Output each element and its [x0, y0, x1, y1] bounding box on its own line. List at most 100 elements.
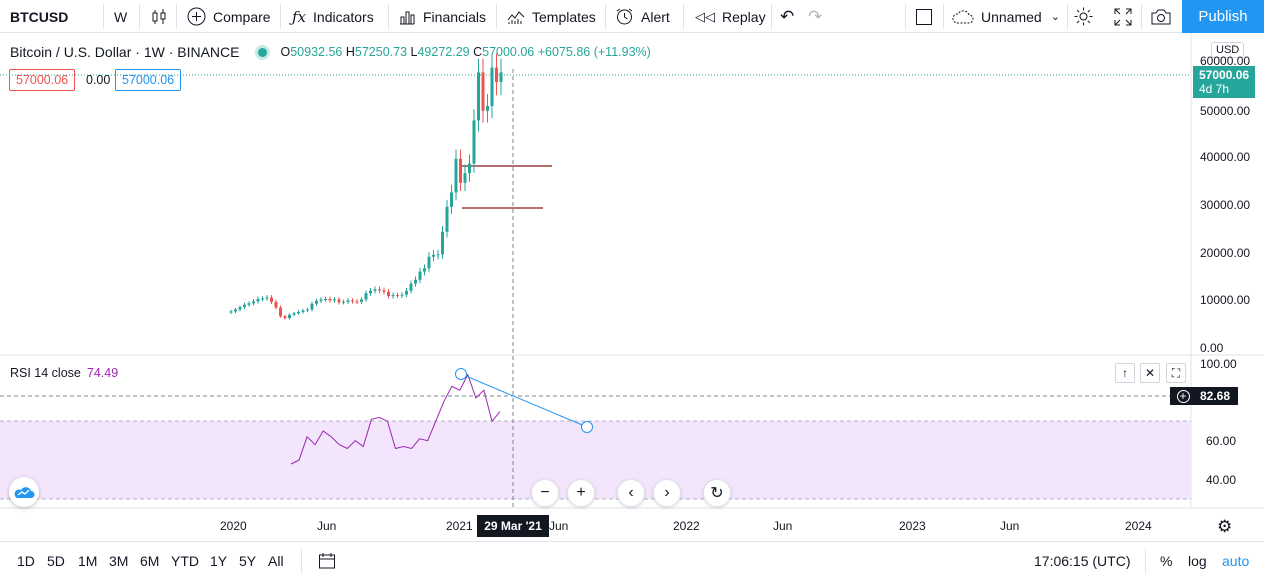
series-title[interactable]: Bitcoin / U.S. Dollar · 1W · BINANCE	[10, 44, 240, 60]
toolbar-divider	[943, 4, 944, 29]
toolbar-divider	[605, 4, 606, 29]
time-tick: 2021	[446, 519, 473, 533]
candle-body	[292, 313, 296, 315]
range-1y[interactable]: 1Y	[210, 553, 228, 569]
log-toggle[interactable]: log	[1188, 553, 1207, 569]
tradingview-logo[interactable]	[9, 477, 39, 507]
scroll-right-button[interactable]: ›	[653, 479, 681, 507]
rsi-legend[interactable]: RSI 14 close 74.49	[10, 366, 118, 380]
chevron-right-icon: ›	[664, 484, 670, 501]
alert-label: Alert	[641, 8, 670, 25]
templates-icon	[507, 10, 525, 24]
rsi-trendline[interactable]	[460, 373, 588, 428]
compare-button[interactable]: Compare	[187, 0, 271, 33]
fullscreen-layout-button[interactable]	[915, 0, 933, 33]
scroll-left-button[interactable]: ‹	[617, 479, 645, 507]
trendline-handle[interactable]	[455, 368, 467, 380]
currency-label[interactable]: USD	[1211, 42, 1245, 58]
range-ytd[interactable]: YTD	[171, 553, 199, 569]
candle-body	[477, 72, 480, 121]
templates-button[interactable]: Templates	[507, 0, 596, 33]
interval-button[interactable]: W	[114, 8, 128, 25]
toolbar-divider	[771, 4, 772, 29]
range-5y[interactable]: 5Y	[239, 553, 257, 569]
publish-button[interactable]: Publish	[1182, 0, 1264, 33]
candle-body	[265, 297, 269, 299]
auto-toggle[interactable]: auto	[1222, 553, 1250, 569]
replay-button[interactable]: ◁◁ Replay	[695, 0, 766, 33]
time-tick: Jun	[773, 519, 793, 533]
financials-button[interactable]: Financials	[398, 0, 486, 33]
reset-chart-button[interactable]: ↻	[703, 479, 731, 507]
candle-body	[346, 300, 350, 302]
maximize-pane-button[interactable]: ⛶	[1166, 363, 1186, 383]
time-tick: Jun	[549, 519, 569, 533]
candle-body	[297, 311, 300, 314]
price-tick: 30000.00	[1200, 198, 1251, 212]
range-6m[interactable]: 6M	[140, 553, 160, 569]
range-1m[interactable]: 1M	[78, 553, 98, 569]
bottom-toolbar: 1D 5D 1M 3M 6M YTD 1Y 5Y All 17:06:15 (U…	[0, 541, 1264, 579]
last-price-label: 57000.06 4d 7h	[1193, 66, 1255, 98]
range-all[interactable]: All	[268, 553, 284, 569]
zoom-in-button[interactable]: +	[567, 479, 595, 507]
candle-body	[391, 295, 395, 297]
axis-settings-gear-icon[interactable]: ⚙	[1217, 517, 1233, 536]
redo-icon[interactable]: ↷	[808, 6, 823, 26]
candle-body	[351, 300, 354, 302]
zoom-out-button[interactable]: −	[531, 479, 559, 507]
candle-body	[315, 300, 318, 304]
price-chart[interactable]	[0, 33, 1264, 541]
chart-type-button[interactable]	[150, 0, 168, 33]
rsi-tick: 60.00	[1206, 434, 1237, 448]
cloud-logo-icon	[14, 487, 35, 498]
layout-name-button[interactable]: Unnamed ⌄	[952, 0, 1060, 33]
time-tick: 2024	[1125, 519, 1152, 533]
candle-body	[463, 173, 467, 183]
rsi-tick: 100.00	[1200, 357, 1237, 371]
undo-icon[interactable]: ↶	[780, 6, 795, 26]
range-3m[interactable]: 3M	[109, 553, 129, 569]
camera-icon	[1151, 9, 1171, 24]
clock-timezone[interactable]: 17:06:15 (UTC)	[1034, 553, 1131, 569]
indicators-button[interactable]: ƒx Indicators	[292, 0, 374, 33]
candle-body	[387, 291, 390, 297]
candle-body	[247, 303, 251, 305]
candles-series	[229, 53, 503, 320]
range-1d[interactable]: 1D	[17, 553, 35, 569]
time-tick: Jun	[317, 519, 337, 533]
candle-body	[414, 279, 417, 284]
candle-body	[355, 301, 359, 303]
buy-button[interactable]: 57000.06	[115, 69, 182, 91]
percent-toggle[interactable]: %	[1160, 553, 1173, 569]
candle-body	[261, 298, 264, 300]
rsi-title: RSI 14 close	[10, 366, 81, 380]
add-plus-button[interactable]: +	[1170, 387, 1196, 405]
candle-body	[490, 67, 494, 106]
candle-body	[364, 293, 368, 300]
arrow-up-icon: ↑	[1122, 366, 1128, 380]
candle-body	[238, 307, 242, 310]
snapshot-button[interactable]	[1150, 0, 1172, 33]
candle-body	[499, 72, 503, 82]
sell-button[interactable]: 57000.06	[9, 69, 76, 91]
candle-body	[274, 301, 278, 308]
move-up-button[interactable]: ↑	[1115, 363, 1135, 383]
time-tick: 2020	[220, 519, 247, 533]
candle-body	[436, 254, 440, 256]
gear-icon	[1074, 7, 1093, 26]
settings-button[interactable]	[1073, 0, 1094, 33]
date-range-button[interactable]	[318, 542, 336, 580]
alert-button[interactable]: Alert	[615, 0, 670, 33]
price-tick: 20000.00	[1200, 246, 1251, 260]
close-pane-button[interactable]: ✕	[1140, 363, 1160, 383]
toolbar-divider	[176, 4, 177, 29]
trendline-handle[interactable]	[581, 421, 593, 433]
plus-circle-icon: +	[1176, 389, 1190, 403]
toolbar-divider	[103, 4, 104, 29]
fullscreen-button[interactable]	[1114, 0, 1132, 33]
candle-body	[427, 256, 431, 269]
range-5d[interactable]: 5D	[47, 553, 65, 569]
symbol-search-button[interactable]: BTCUSD	[10, 8, 69, 25]
candle-body	[445, 206, 449, 232]
